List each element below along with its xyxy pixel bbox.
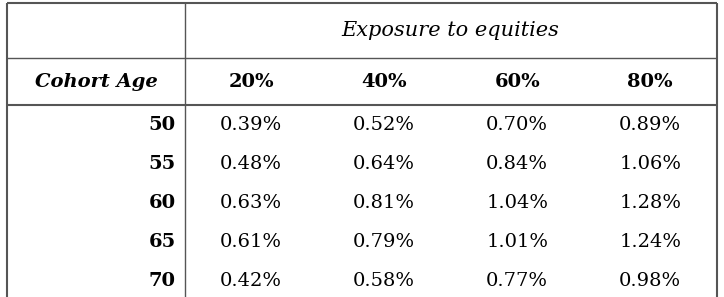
Text: 0.81%: 0.81% bbox=[353, 194, 415, 212]
Text: 40%: 40% bbox=[361, 73, 407, 91]
Text: 60: 60 bbox=[149, 194, 176, 212]
Text: 70: 70 bbox=[149, 271, 176, 290]
Text: 0.84%: 0.84% bbox=[487, 155, 548, 173]
Text: 20%: 20% bbox=[228, 73, 274, 91]
Text: 0.70%: 0.70% bbox=[487, 116, 548, 134]
Text: 0.79%: 0.79% bbox=[353, 233, 416, 251]
Text: 0.39%: 0.39% bbox=[220, 116, 282, 134]
Text: Exposure to equities: Exposure to equities bbox=[342, 21, 560, 40]
Text: 0.98%: 0.98% bbox=[619, 271, 681, 290]
Text: 80%: 80% bbox=[628, 73, 673, 91]
Text: 0.77%: 0.77% bbox=[487, 271, 548, 290]
Text: Cohort Age: Cohort Age bbox=[35, 73, 157, 91]
Text: 1.04%: 1.04% bbox=[487, 194, 548, 212]
Text: 1.06%: 1.06% bbox=[619, 155, 681, 173]
Text: 0.52%: 0.52% bbox=[353, 116, 415, 134]
Text: 65: 65 bbox=[148, 233, 176, 251]
Text: 1.01%: 1.01% bbox=[487, 233, 548, 251]
Text: 55: 55 bbox=[148, 155, 176, 173]
Text: 0.63%: 0.63% bbox=[220, 194, 282, 212]
Text: 1.24%: 1.24% bbox=[619, 233, 681, 251]
Text: 0.64%: 0.64% bbox=[353, 155, 415, 173]
Text: 1.28%: 1.28% bbox=[619, 194, 681, 212]
Text: 50: 50 bbox=[149, 116, 176, 134]
Text: 0.61%: 0.61% bbox=[220, 233, 282, 251]
Text: 0.42%: 0.42% bbox=[220, 271, 282, 290]
Text: 0.58%: 0.58% bbox=[353, 271, 415, 290]
Text: 0.48%: 0.48% bbox=[220, 155, 282, 173]
Text: 0.89%: 0.89% bbox=[619, 116, 681, 134]
Text: 60%: 60% bbox=[494, 73, 540, 91]
